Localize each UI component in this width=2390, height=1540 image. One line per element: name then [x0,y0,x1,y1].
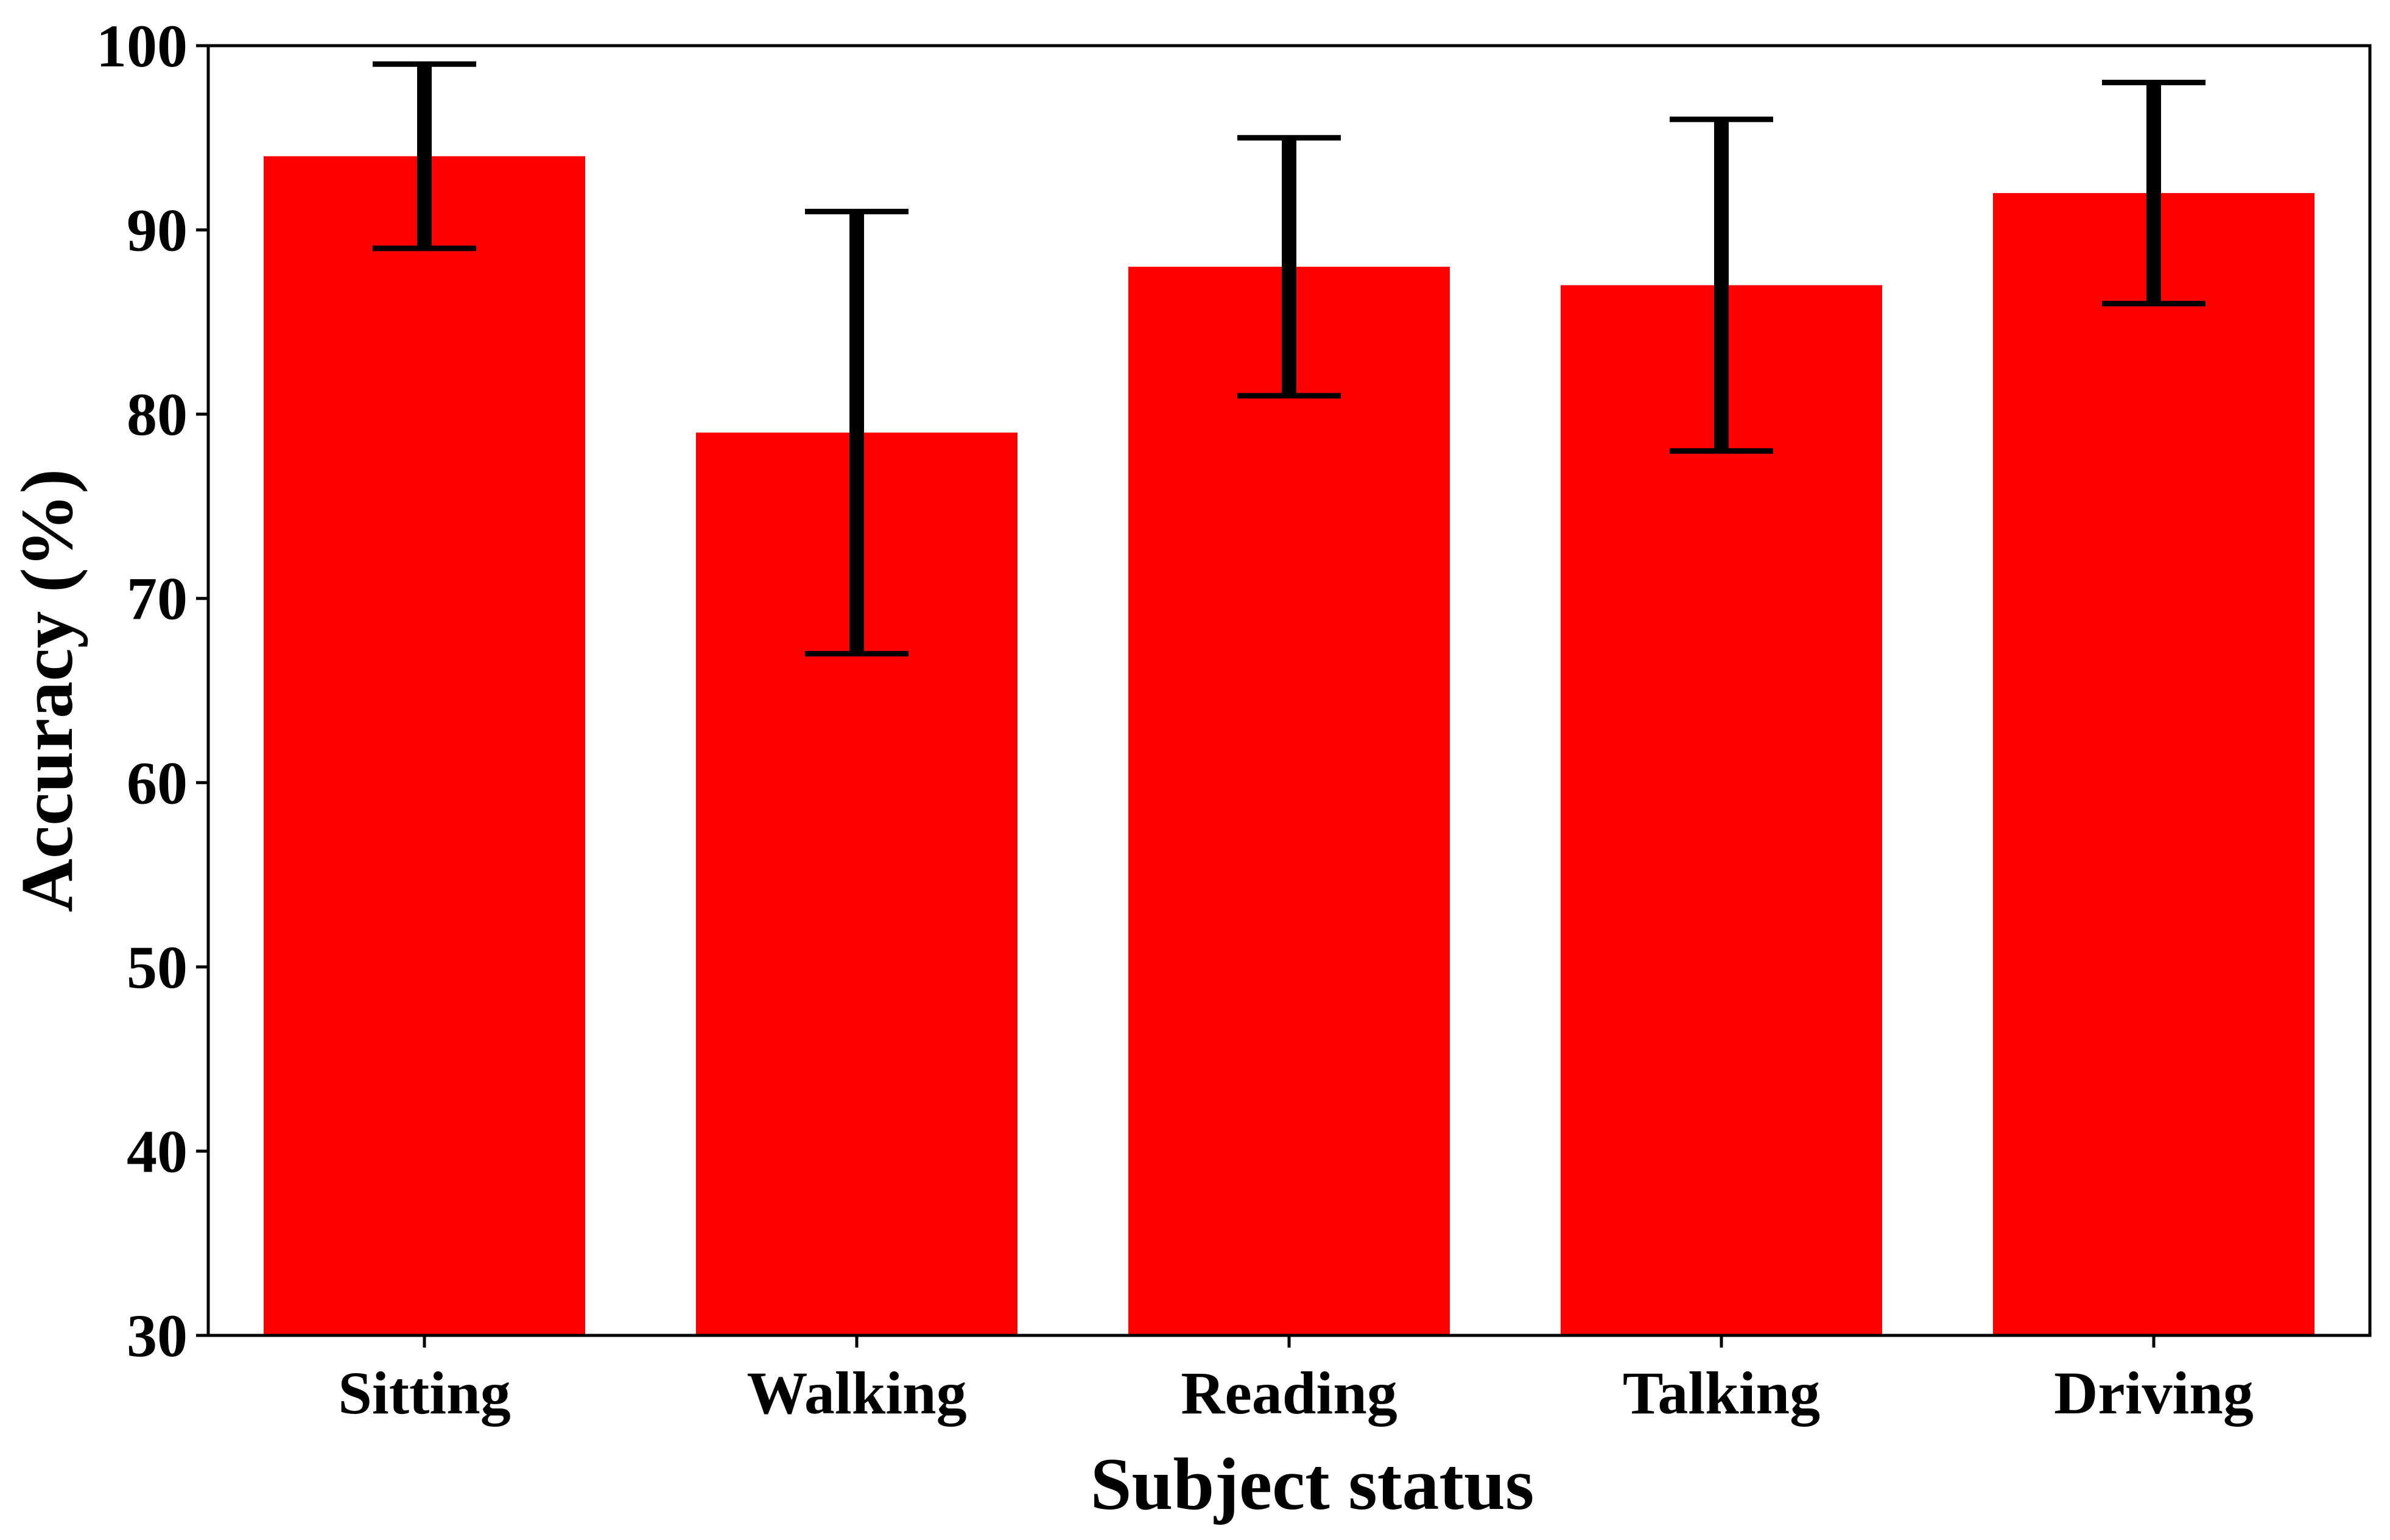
y-tick-label: 50 [127,933,188,1001]
error-bar-driving [2102,80,2205,307]
y-tick-label: 100 [96,12,188,80]
error-bars-layer [373,61,2205,656]
x-axis-ticks: Sitting Walking Reading Talking Driving [338,1335,2254,1427]
error-bar-talking [1670,116,1773,454]
x-tick-label: Sitting [338,1359,510,1427]
error-bar-walking [805,208,909,656]
y-tick-label: 40 [127,1117,188,1185]
bar-driving [1993,193,2314,1335]
x-tick-label: Reading [1181,1359,1397,1427]
x-tick-label: Driving [2054,1359,2254,1427]
y-tick-label: 90 [127,197,188,264]
x-tick-label: Talking [1623,1359,1820,1427]
y-tick-label: 80 [127,381,188,448]
y-axis-ticks: 30 40 50 60 70 80 90 100 [96,12,208,1369]
y-tick-label: 60 [127,749,188,817]
bars-layer [264,156,2314,1336]
x-tick-label: Walking [747,1359,966,1427]
y-tick-label: 30 [127,1302,188,1369]
error-bar-reading [1237,135,1341,399]
x-axis-title: Subject status [1091,1443,1534,1525]
bar-sitting [264,156,585,1335]
y-tick-label: 70 [127,565,188,633]
y-axis-title: Accuracy (%) [6,469,88,912]
bar-talking [1561,285,1882,1335]
bar-reading [1128,267,1450,1336]
error-bar-sitting [373,61,476,251]
